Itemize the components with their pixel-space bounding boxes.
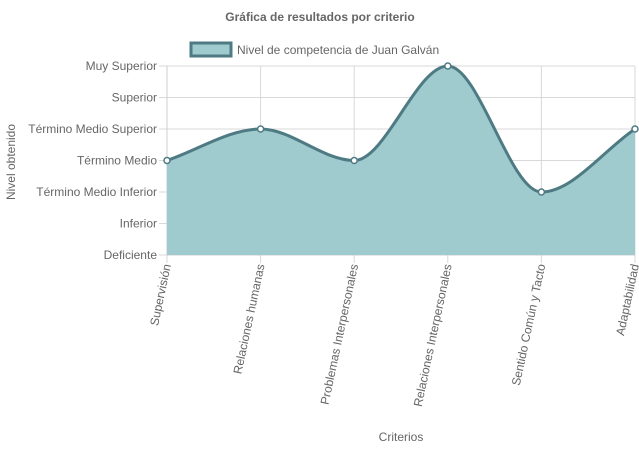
y-axis-title: Nivel obtenido <box>4 124 18 200</box>
legend-swatch[interactable] <box>189 41 233 58</box>
y-tick-label: Muy Superior <box>86 59 157 73</box>
data-point[interactable] <box>537 188 546 196</box>
series-area <box>167 66 635 255</box>
data-point[interactable] <box>163 156 171 165</box>
data-point[interactable] <box>444 62 452 70</box>
chart-title: Gráfica de resultados por criterio <box>225 10 414 24</box>
data-point[interactable] <box>631 125 639 133</box>
x-tick-label: Problemas Interpersonales <box>318 263 362 406</box>
x-axis-title: Criterios <box>379 430 424 444</box>
y-tick-label: Superior <box>112 91 157 105</box>
x-axis-ticks: Supervisión Relaciones humanas Problemas I… <box>147 262 639 407</box>
data-point[interactable] <box>256 125 265 133</box>
legend[interactable]: Nivel de competencia de Juan Galván <box>189 41 439 58</box>
y-tick-label: Deficiente <box>104 248 158 262</box>
x-tick-label: Sentido Común y Tacto <box>509 262 549 386</box>
x-tick-label: Relaciones humanas <box>231 263 268 376</box>
x-tick-label: Relaciones Interpersonales <box>411 263 455 408</box>
legend-label[interactable]: Nivel de competencia de Juan Galván <box>237 43 439 57</box>
y-tick-label: Término Medio Superior <box>28 122 157 136</box>
y-axis-ticks: Deficiente Inferior Término Medio Inferior… <box>28 59 157 262</box>
series-points <box>163 62 639 196</box>
y-tick-label: Inferior <box>120 217 157 231</box>
y-tick-label: Término Medio <box>77 154 157 168</box>
y-tick-label: Término Medio Inferior <box>36 185 157 199</box>
x-tick-label: Adaptabilidad <box>613 263 639 337</box>
x-tick-label: Supervisión <box>147 263 174 327</box>
data-point[interactable] <box>350 156 358 165</box>
